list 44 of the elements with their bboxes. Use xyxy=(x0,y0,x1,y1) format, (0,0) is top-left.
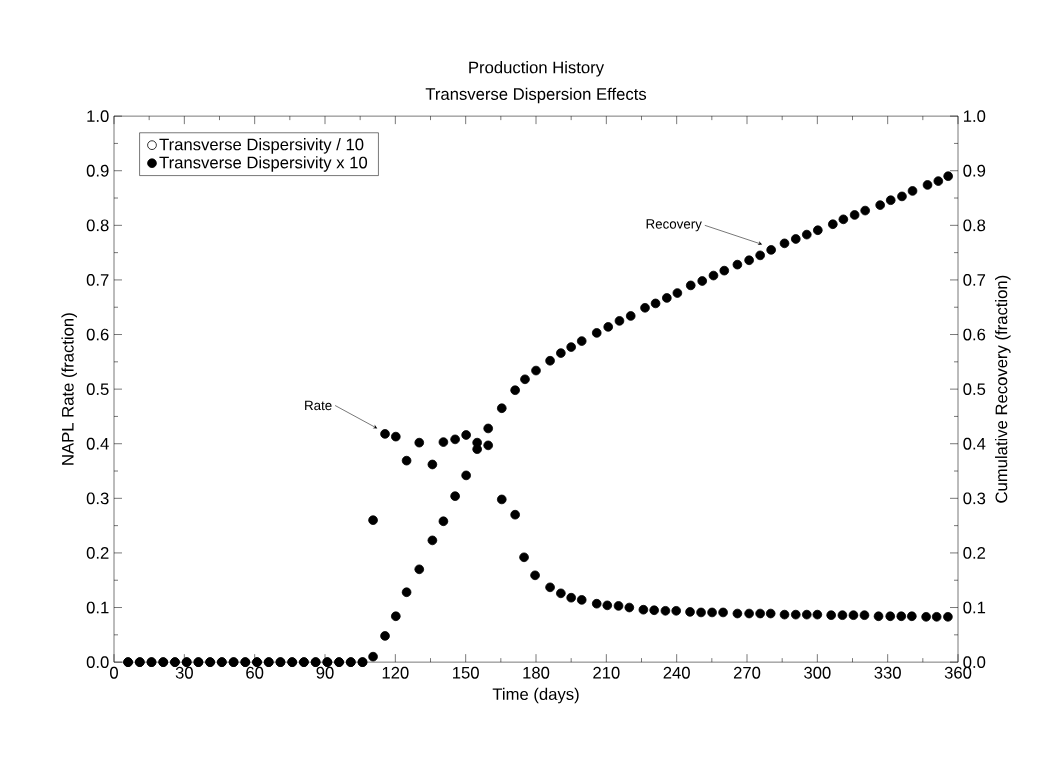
x-tick-label: 150 xyxy=(453,666,479,679)
y-tick-label: 1.0 xyxy=(87,110,109,122)
x-tick-label: 60 xyxy=(246,666,264,679)
x-tick-label: 240 xyxy=(663,666,690,679)
chart-title: Production History xyxy=(469,61,605,77)
y2-tick-label: 0.2 xyxy=(963,547,986,559)
y2-tick-label: 0.1 xyxy=(963,601,986,614)
y2-tick-label: 0.8 xyxy=(963,219,986,232)
x-tick-label: 30 xyxy=(175,666,193,679)
y2-tick-label: 0.3 xyxy=(963,492,986,505)
annotation: Rate xyxy=(305,400,332,411)
y-tick-label: 0.2 xyxy=(86,547,109,559)
x-axis-title: Time (days) xyxy=(492,687,579,704)
x-tick-label: 360 xyxy=(944,666,972,679)
y2-tick-label: 0.5 xyxy=(963,383,986,395)
y-tick-label: 0.8 xyxy=(86,219,109,232)
chart-subtitle: Transverse Dispersion Effects xyxy=(425,87,647,104)
y-tick-label: 0.9 xyxy=(86,164,109,177)
x-tick-label: 210 xyxy=(593,666,620,679)
y2-tick-label: 1.0 xyxy=(964,110,986,122)
y2-tick-label: 0.7 xyxy=(963,274,986,286)
y2-tick-label: 0.0 xyxy=(963,656,986,668)
y-tick-label: 0.6 xyxy=(86,328,109,341)
y2-axis-title: Cumulative Recovery (fraction) xyxy=(995,275,1011,503)
y-tick-label: 0.5 xyxy=(86,383,109,395)
legend-label: Transverse Dispersivity x 10 xyxy=(159,156,368,172)
y-tick-label: 0.3 xyxy=(86,492,109,505)
x-tick-label: 270 xyxy=(733,666,761,679)
x-tick-label: 330 xyxy=(874,666,901,679)
y-tick-label: 0.1 xyxy=(86,601,109,614)
x-tick-label: 0 xyxy=(110,666,118,679)
y-tick-label: 0.4 xyxy=(86,437,109,450)
x-tick-label: 300 xyxy=(804,666,831,679)
x-tick-label: 90 xyxy=(316,666,334,679)
y-axis-title: NAPL Rate (fraction) xyxy=(61,313,77,465)
y2-tick-label: 0.9 xyxy=(963,164,986,177)
x-tick-label: 180 xyxy=(523,666,550,679)
x-tick-label: 120 xyxy=(382,666,409,679)
y-tick-label: 0.7 xyxy=(86,274,109,286)
y2-tick-label: 0.4 xyxy=(963,437,986,450)
y-tick-label: 0.0 xyxy=(86,656,109,668)
legend-label: Transverse Dispersivity / 10 xyxy=(159,138,364,154)
y2-tick-label: 0.6 xyxy=(963,328,986,341)
annotation: Recovery xyxy=(646,219,702,232)
